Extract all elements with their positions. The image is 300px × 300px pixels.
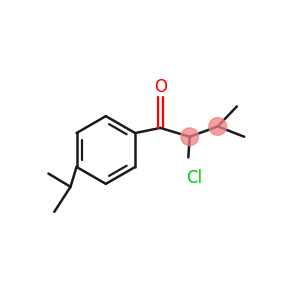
Text: Cl: Cl [186, 169, 202, 187]
Text: O: O [154, 77, 167, 95]
Circle shape [181, 128, 199, 146]
Circle shape [209, 118, 226, 135]
